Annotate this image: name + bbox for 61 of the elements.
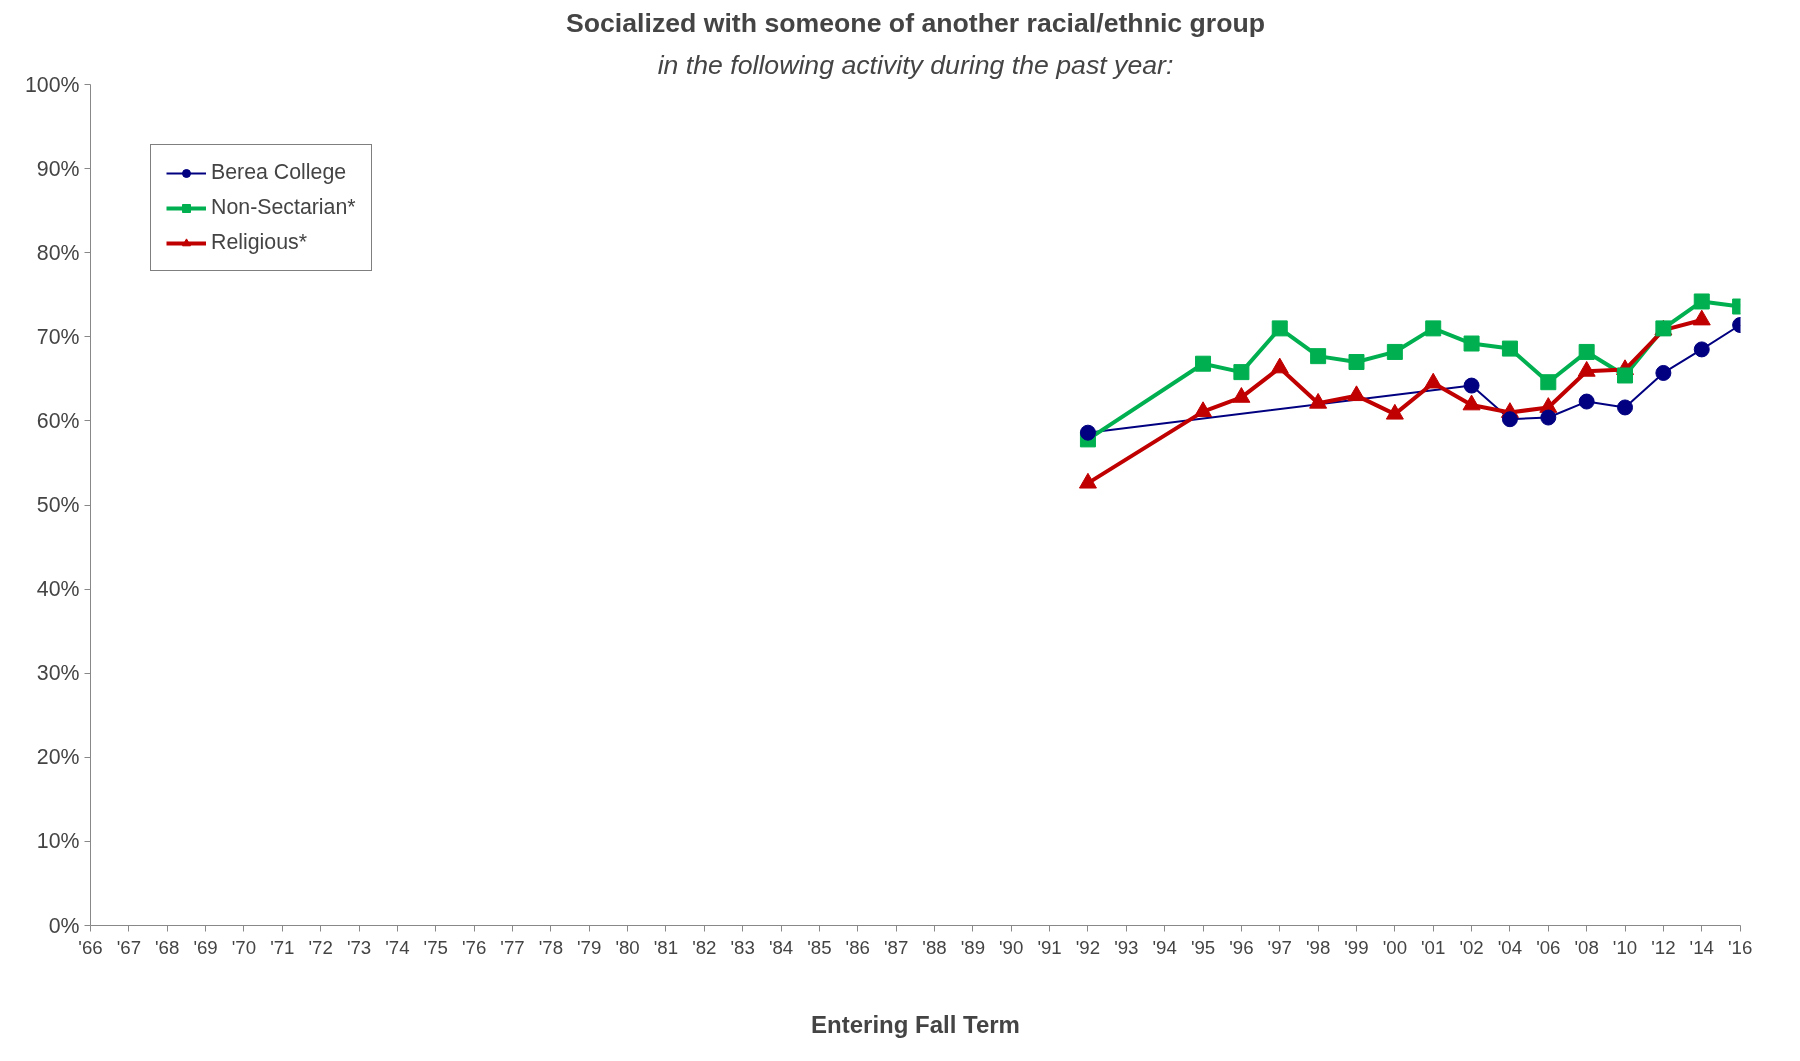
x-tick-label: '08 bbox=[1574, 936, 1599, 958]
y-tick-label: 0% bbox=[48, 913, 80, 938]
y-tick-label: 50% bbox=[36, 493, 80, 517]
x-tick-label: '93 bbox=[1114, 936, 1139, 958]
x-tick-label: '71 bbox=[270, 936, 295, 958]
x-tick-label: '92 bbox=[1075, 936, 1101, 958]
x-tick-label: '66 bbox=[78, 936, 103, 958]
x-tick-label: '89 bbox=[960, 936, 986, 958]
x-tick-label: '67 bbox=[116, 936, 142, 958]
x-tick-label: '04 bbox=[1497, 936, 1523, 958]
y-tick-label: 60% bbox=[36, 408, 80, 433]
x-tick-label: '73 bbox=[346, 936, 372, 958]
y-tick-label: 10% bbox=[36, 829, 80, 854]
x-tick-label: '91 bbox=[1037, 936, 1062, 958]
x-tick-label: '96 bbox=[1229, 936, 1254, 958]
x-axis-title: Entering Fall Term bbox=[811, 1010, 1020, 1038]
x-tick-label: '99 bbox=[1344, 936, 1369, 958]
x-tick-label: '81 bbox=[653, 936, 679, 958]
x-tick-label: '06 bbox=[1536, 936, 1561, 958]
x-tick-label: '94 bbox=[1152, 936, 1177, 958]
y-tick-label: 80% bbox=[36, 240, 80, 265]
x-tick-label: '70 bbox=[231, 936, 257, 958]
x-tick-label: '85 bbox=[807, 936, 832, 958]
x-tick-label: '68 bbox=[155, 936, 180, 958]
y-tick-label: 30% bbox=[36, 661, 80, 686]
x-tick-label: '77 bbox=[500, 936, 525, 958]
y-tick-label: 20% bbox=[36, 745, 80, 770]
x-tick-label: '10 bbox=[1612, 936, 1638, 958]
x-tick-label: '98 bbox=[1305, 936, 1331, 958]
x-tick-label: '79 bbox=[577, 936, 602, 958]
x-tick-label: '82 bbox=[692, 936, 717, 958]
x-tick-label: '90 bbox=[999, 936, 1024, 958]
x-tick-label: '83 bbox=[730, 936, 755, 958]
x-tick-label: '75 bbox=[423, 936, 448, 958]
x-tick-label: '86 bbox=[845, 936, 870, 958]
y-tick-label: 100% bbox=[24, 72, 80, 97]
y-tick-label: 90% bbox=[36, 156, 80, 181]
x-tick-label: '72 bbox=[308, 936, 333, 958]
x-tick-label: '16 bbox=[1727, 936, 1753, 958]
chart-title: Socialized with someone of another racial/ethnic group bbox=[565, 7, 1266, 38]
x-tick-label: '97 bbox=[1267, 936, 1292, 958]
x-tick-label: '01 bbox=[1421, 936, 1446, 958]
x-tick-label: '14 bbox=[1689, 936, 1714, 958]
y-tick-label: 40% bbox=[36, 577, 80, 602]
legend-label: Non-Sectarian* bbox=[211, 195, 356, 220]
x-tick-label: '87 bbox=[883, 936, 909, 958]
x-tick-label: '80 bbox=[615, 936, 640, 958]
x-tick-label: '84 bbox=[768, 936, 794, 958]
x-tick-label: '74 bbox=[385, 936, 410, 958]
legend-label: Religious* bbox=[211, 230, 308, 255]
x-tick-label: '95 bbox=[1190, 936, 1216, 958]
x-tick-label: '12 bbox=[1651, 936, 1676, 958]
x-tick-label: '88 bbox=[922, 936, 947, 958]
x-tick-label: '78 bbox=[538, 936, 564, 958]
legend-label: Berea College bbox=[211, 160, 347, 185]
y-tick-label: 70% bbox=[36, 324, 80, 349]
x-tick-label: '02 bbox=[1459, 936, 1484, 958]
chart-subtitle: in the following activity during the past year: bbox=[657, 49, 1174, 80]
x-tick-label: '00 bbox=[1382, 936, 1408, 958]
x-tick-label: '76 bbox=[461, 936, 487, 958]
x-tick-label: '69 bbox=[193, 936, 218, 958]
